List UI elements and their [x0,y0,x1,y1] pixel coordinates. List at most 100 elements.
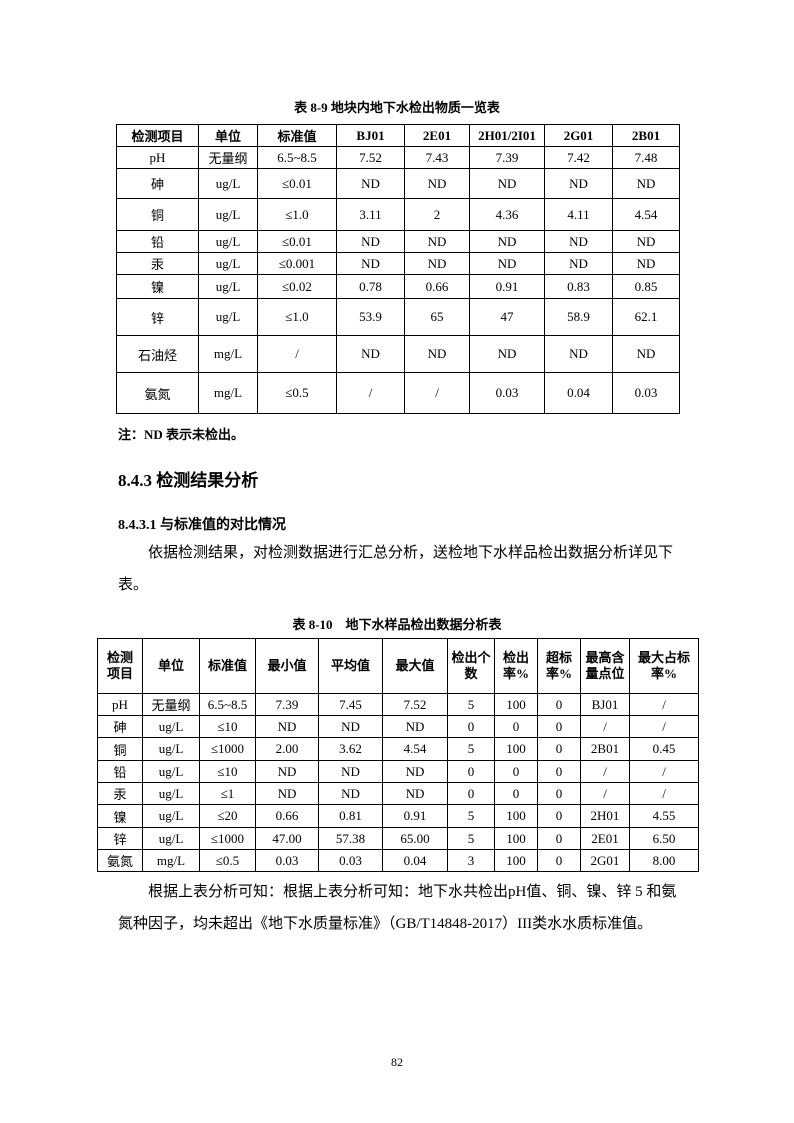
page-number: 82 [391,1055,403,1069]
table-cell: pH [97,693,143,716]
table-cell: 无量纲 [142,693,200,716]
table-cell: ND [318,760,383,783]
table-cell: 65.00 [382,827,448,850]
table-cell: 0 [537,693,581,716]
table-cell: 100 [494,693,538,716]
table-cell: ug/L [198,274,258,299]
table-cell: ND [612,335,680,373]
table-cell: ND [255,782,319,805]
table-cell: 6.5~8.5 [257,146,337,169]
table-cell: 2H01 [580,804,630,828]
table-row: 铅 ug/L ≤0.01 ND ND ND ND ND [116,230,680,253]
table-cell: 氨氮 [116,372,199,414]
table-cell: 0.66 [404,274,470,299]
table1-detected-substances: 检测项目 单位 标准值 BJ01 2E01 2H01/2I01 2G01 2B01 pH 无量纲 6… [116,124,680,414]
table-row: 铜 ug/L ≤1.0 3.11 2 4.36 4.11 4.54 [116,198,680,231]
table-cell: mg/L [198,372,258,414]
table-cell: 6.5~8.5 [199,693,256,716]
table-cell: 0 [494,760,538,783]
table-cell: ND [318,782,383,805]
table-cell: 砷 [97,715,143,738]
table-cell: 100 [494,849,538,872]
table-cell: / [629,715,699,738]
table-cell: 53.9 [336,298,405,336]
table2-caption: 表 8-10 地下水样品检出数据分析表 [292,617,502,632]
table-cell: 7.45 [318,693,383,716]
table-cell: ≤0.001 [257,252,337,275]
table-cell: ≤10 [199,760,256,783]
table-cell: 65 [404,298,470,336]
table-cell: ≤1.0 [257,198,337,231]
table-cell: 锌 [116,298,199,336]
table-cell: 6.50 [629,827,699,850]
table-cell: ND [612,168,680,199]
table-cell: / [629,782,699,805]
table1-caption: 表 8-9 地块内地下水检出物质一览表 [294,100,500,115]
table-cell: / [336,372,405,414]
column-header: 平均值 [318,638,383,694]
table-cell: 0.04 [544,372,613,414]
table-cell: 2 [404,198,470,231]
table-cell: ug/L [142,760,200,783]
table-cell: ≤0.5 [199,849,256,872]
table-cell: 4.54 [382,737,448,761]
table-cell: ug/L [198,252,258,275]
table-cell: 0 [537,737,581,761]
table-cell: ≤0.5 [257,372,337,414]
table-cell: 62.1 [612,298,680,336]
table-row: 砷 ug/L ≤10 ND ND ND 0 0 0// [97,715,699,738]
table-row: 氨氮 mg/L ≤0.5//0.03 0.04 0.03 [116,372,680,414]
column-header: 最小值 [255,638,319,694]
table-cell: mg/L [198,335,258,373]
table-cell: 2G01 [580,849,630,872]
table-cell: 0.03 [318,849,383,872]
table-row: 镍 ug/L ≤20 0.66 0.81 0.91 5 100 0 2H01 4.55 [97,804,699,828]
column-header: 2G01 [544,124,613,147]
table-cell: / [257,335,337,373]
table-cell: 0.03 [612,372,680,414]
table-cell: ug/L [142,782,200,805]
table-cell: ND [469,252,545,275]
table-cell: ug/L [198,168,258,199]
table-cell: ug/L [198,198,258,231]
column-header: BJ01 [336,124,405,147]
table-cell: ≤20 [199,804,256,828]
table-cell: 57.38 [318,827,383,850]
table-row: 铅 ug/L ≤10 ND ND ND 0 0 0// [97,760,699,783]
table-cell: 0.78 [336,274,405,299]
table-cell: 7.39 [255,693,319,716]
table-cell: ND [255,715,319,738]
table-cell: ND [382,760,448,783]
table-cell: 砷 [116,168,199,199]
column-header: 检测项目 [97,638,143,694]
table-cell: 100 [494,737,538,761]
column-header: 最大占标率% [629,638,699,694]
table-cell: 3.62 [318,737,383,761]
table-cell: ND [469,230,545,253]
table-row: 锌 ug/L ≤1000 47.00 57.38 65.00 5 100 0 2E01 6.50 [97,827,699,850]
table-cell: 0 [537,804,581,828]
table-cell: 7.52 [336,146,405,169]
table-cell: 7.43 [404,146,470,169]
table-cell: ND [469,168,545,199]
table-cell: 铅 [116,230,199,253]
table-cell: 镍 [116,274,199,299]
table-cell: ≤0.02 [257,274,337,299]
table-cell: ND [404,335,470,373]
table-cell: 8.00 [629,849,699,872]
table-row: 铜 ug/L ≤1000 2.00 3.62 4.54 5 100 0 2B01 0.45 [97,737,699,761]
table-cell: 7.52 [382,693,448,716]
table-cell: / [629,760,699,783]
table-cell: 0 [447,715,495,738]
table-cell: 5 [447,693,495,716]
table-cell: ≤1.0 [257,298,337,336]
table-cell: ≤1000 [199,737,256,761]
table-cell: 镍 [97,804,143,828]
column-header: 标准值 [257,124,337,147]
table-cell: ug/L [142,827,200,850]
table-cell: 3.11 [336,198,405,231]
table-cell: ND [544,335,613,373]
table-cell: 0.03 [469,372,545,414]
column-header: 2H01/2I01 [469,124,545,147]
